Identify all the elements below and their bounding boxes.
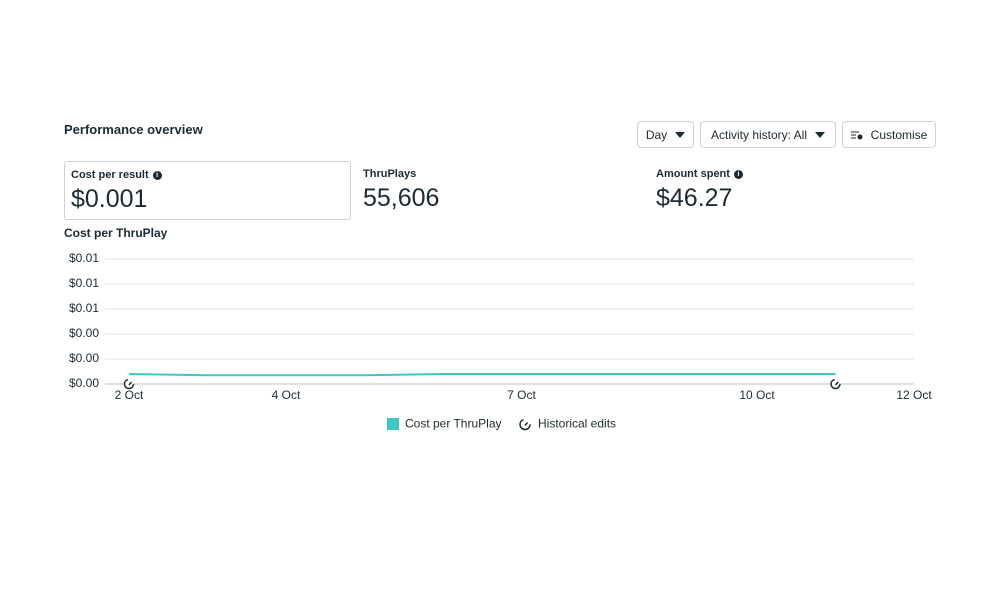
caret [675,131,686,138]
metric-value: $0.001 [71,185,148,213]
caret [815,131,826,138]
metric-card[interactable]: Cost per result i $0.001 [64,161,351,220]
metric-card[interactable]: ThruPlays 55,606 [357,161,637,220]
info-icon: i [152,170,162,180]
day-dropdown[interactable]: Day [637,121,694,148]
metric-label: Cost per result [71,169,149,181]
metric-label: Amount spent [656,168,730,180]
metric-card[interactable]: Amount spent i $46.27 [650,161,930,220]
button-text: Day [645,127,668,142]
metric-value: 55,606 [363,184,440,212]
section-title: Performance overview [64,122,203,137]
metric-label: ThruPlays [363,168,417,180]
customise-button[interactable]: Customise [842,121,936,148]
button-text: Customise [870,127,928,142]
metric-value: $46.27 [656,184,733,212]
info-icon: i [733,169,743,179]
activity-dropdown[interactable]: Activity history: All [700,121,836,148]
customise-icon [850,131,863,139]
button-text: Activity history: All [710,127,808,142]
card [48,108,950,490]
